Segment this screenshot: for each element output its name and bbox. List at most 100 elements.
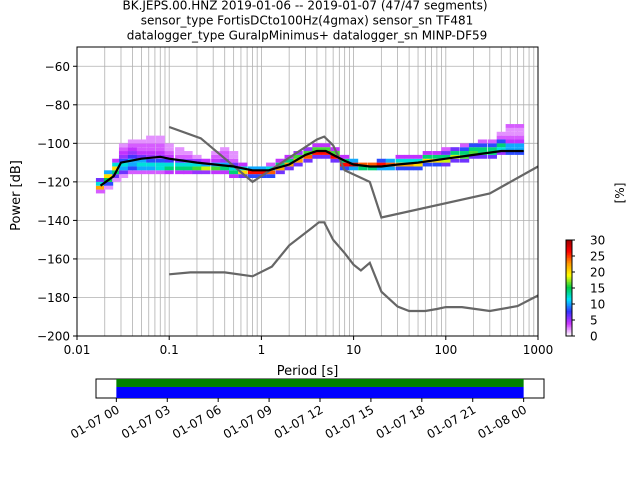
density-cell <box>450 151 460 155</box>
density-cell <box>164 154 174 159</box>
density-cell <box>460 147 470 152</box>
colorbar-tick-label: 0 <box>590 330 598 344</box>
colorbar-segment <box>566 326 572 329</box>
colorbar-segment <box>566 281 572 284</box>
y-axis-label: Power [dB] <box>9 160 24 231</box>
density-cell <box>275 166 285 171</box>
colorbar-segment <box>566 243 572 246</box>
density-cell <box>450 147 460 152</box>
colorbar-segment <box>566 294 572 297</box>
y-axis-ticks: −200 −180 −160 −140 −120 −100 −80 −60 <box>37 60 77 344</box>
density-cell <box>103 185 114 190</box>
density-cell <box>468 154 479 159</box>
density-cell <box>103 181 114 186</box>
colorbar-segment <box>566 246 572 249</box>
density-cell <box>275 170 285 175</box>
density-cell <box>127 170 138 175</box>
x-axis-label: Period [s] <box>277 364 339 379</box>
density-cell <box>118 174 129 179</box>
density-cell <box>422 162 432 167</box>
density-cell <box>220 170 230 175</box>
density-cell <box>312 143 322 148</box>
density-cell <box>247 174 258 179</box>
y-tick-label: −200 <box>37 330 70 344</box>
density-cell <box>229 170 239 175</box>
density-cell <box>376 166 386 171</box>
density-cell <box>441 162 451 167</box>
density-cell <box>201 170 211 175</box>
density-cell <box>95 178 106 182</box>
density-cell <box>192 162 202 167</box>
density-cell <box>183 151 193 155</box>
density-cell <box>432 154 442 159</box>
density-cell <box>183 154 193 159</box>
colorbar-segment <box>566 240 572 242</box>
colorbar-segment <box>566 286 572 289</box>
density-cell <box>155 166 165 171</box>
colorbar-segment <box>566 324 572 327</box>
colorbar-segment <box>566 252 572 255</box>
mean-psd-line <box>99 149 524 187</box>
density-cell <box>450 158 460 163</box>
grid-lines <box>76 47 538 337</box>
density-cell <box>146 170 156 175</box>
density-cell <box>477 147 488 152</box>
x-tick-label: 0.01 <box>64 343 91 357</box>
density-cell <box>155 158 165 163</box>
density-cell <box>303 147 313 152</box>
density-cell <box>432 162 442 167</box>
density-cell <box>505 124 515 128</box>
density-cell <box>146 135 156 140</box>
density-cell <box>192 158 202 163</box>
density-cell <box>155 135 165 140</box>
low-noise-model-line <box>169 221 539 313</box>
density-cell <box>164 170 174 175</box>
density-cell <box>146 166 156 171</box>
density-cell <box>127 154 138 159</box>
x-tick-label: 10 <box>346 343 361 357</box>
density-cell <box>496 135 506 140</box>
density-cell <box>229 158 239 163</box>
mean-curve <box>99 149 524 187</box>
density-cell <box>201 158 211 163</box>
colorbar-segment <box>566 313 572 316</box>
x-tick-label: 0.1 <box>160 343 179 357</box>
colorbar-segment <box>566 262 572 265</box>
title-line-2: sensor_type FortisDCto100Hz(4gmax) senso… <box>141 14 473 28</box>
density-cell <box>404 166 414 171</box>
density-cell <box>496 143 506 148</box>
colorbar-tick-label: 5 <box>590 314 598 328</box>
colorbar-segment <box>566 310 572 313</box>
colorbar-segment <box>566 296 572 298</box>
colorbar-segment <box>566 273 572 276</box>
density-cell <box>514 127 525 132</box>
density-cell <box>514 139 525 144</box>
colorbar-ticks: 0 5 10 15 20 25 30 <box>572 234 605 344</box>
colorbar-segment <box>566 297 572 300</box>
y-tick-label: −160 <box>37 252 70 266</box>
density-cell <box>192 154 202 159</box>
colorbar-segment <box>566 259 572 262</box>
density-cell <box>460 151 470 155</box>
density-cell <box>127 151 138 155</box>
colorbar-segment <box>566 305 572 308</box>
density-cell <box>146 162 156 167</box>
density-cell <box>127 139 138 144</box>
density-cell <box>514 124 525 128</box>
colorbar-segment <box>566 267 572 270</box>
density-cell <box>496 131 506 136</box>
density-cell <box>293 154 303 159</box>
density-cell <box>175 154 185 159</box>
colorbar-segment <box>566 302 572 305</box>
density-cell <box>183 166 193 171</box>
density-cell <box>477 143 488 148</box>
colorbar-segment <box>566 320 572 322</box>
density-cell <box>220 154 230 159</box>
density-cell <box>247 170 258 175</box>
density-cell <box>95 181 106 186</box>
density-cell <box>367 162 378 167</box>
density-cell <box>477 139 488 144</box>
density-cell <box>441 147 451 152</box>
density-cell <box>514 151 525 155</box>
density-cell <box>192 170 202 175</box>
